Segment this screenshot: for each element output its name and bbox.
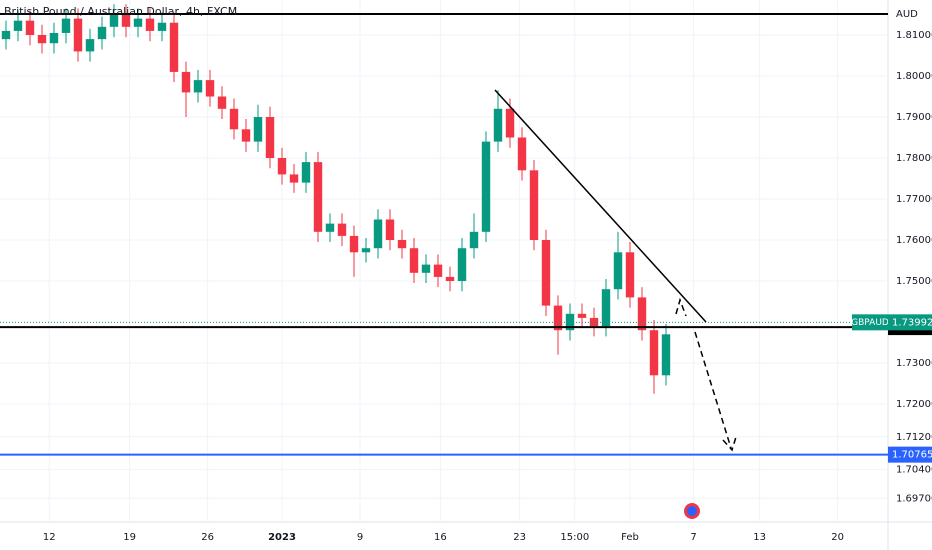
price-tag: [888, 446, 932, 463]
candle-body: [373, 219, 383, 249]
currency-label: AUD: [896, 9, 918, 20]
candle-body: [613, 252, 623, 290]
candle-body: [133, 18, 143, 27]
candle-body: [601, 289, 611, 327]
y-tick-label: 1.80000: [896, 71, 932, 82]
candle-body: [433, 264, 443, 277]
candle-body: [169, 22, 179, 72]
candle-body: [493, 108, 503, 142]
x-tick-label: 20: [831, 532, 844, 543]
x-tick-label: 19: [123, 532, 136, 543]
x-tick-label: 12: [43, 532, 56, 543]
projection-arrow: [675, 297, 737, 452]
candle-body: [181, 71, 191, 93]
y-tick-label: 1.76000: [896, 235, 932, 246]
candle-body: [385, 219, 395, 241]
candle-body: [517, 137, 527, 171]
x-tick-label: 26: [201, 532, 214, 543]
candle-body: [553, 305, 563, 331]
candle-body: [529, 170, 539, 241]
candle-body: [193, 80, 203, 93]
candle-body: [241, 129, 251, 142]
candle-body: [505, 108, 515, 138]
candle-body: [217, 96, 227, 109]
candle-body: [469, 231, 479, 249]
chart-title: British Pound / Australian Dollar, 4h, F…: [4, 5, 237, 18]
candle-body: [205, 80, 215, 97]
symbol-tag: [852, 314, 888, 331]
candle-body: [157, 22, 167, 31]
candle-body: [577, 313, 587, 318]
x-tick-label: 15:00: [560, 532, 589, 543]
x-tick-label: 9: [357, 532, 363, 543]
y-tick-label: 1.75000: [896, 276, 932, 287]
x-tick-label: Feb: [621, 532, 639, 543]
candle-body: [253, 117, 263, 142]
candle-body: [97, 26, 107, 40]
y-tick-label: 1.72000: [896, 399, 932, 410]
candle-body: [121, 14, 131, 27]
candle-body: [409, 248, 419, 273]
candle-body: [61, 18, 71, 33]
candle-body: [289, 174, 299, 183]
candle-body: [397, 240, 407, 249]
x-tick-label: 13: [753, 532, 766, 543]
y-tick-label: 1.81000: [896, 30, 932, 41]
candle-body: [661, 334, 671, 376]
candle-body: [625, 252, 635, 298]
candle-body: [265, 117, 275, 159]
candle-body: [361, 248, 371, 253]
candle-body: [313, 162, 323, 232]
y-tick-label: 1.78000: [896, 153, 932, 164]
y-tick-label: 1.73000: [896, 358, 932, 369]
plot-area: [0, 0, 888, 522]
candle-body: [349, 235, 359, 253]
event-icon-inner: [687, 506, 697, 516]
y-tick-label: 1.79000: [896, 112, 932, 123]
candle-body: [229, 108, 239, 130]
candle-body: [13, 20, 23, 31]
candle-body: [85, 39, 95, 52]
x-tick-label: 2023: [268, 532, 296, 543]
x-tick-label: 16: [434, 532, 447, 543]
candle-body: [337, 223, 347, 236]
candle-body: [49, 32, 59, 44]
candle-body: [637, 297, 647, 331]
candle-body: [649, 330, 659, 376]
candle-body: [481, 141, 491, 232]
candle-body: [457, 248, 467, 282]
y-tick-label: 1.77000: [896, 194, 932, 205]
candle-body: [445, 276, 455, 282]
candle-body: [421, 264, 431, 273]
candle-body: [25, 20, 35, 36]
candle-body: [325, 223, 335, 232]
x-tick-label: 23: [513, 532, 526, 543]
candle-body: [109, 14, 119, 27]
symbol-label: GBPAUD: [851, 318, 889, 328]
price-tag-label: 1.70765: [892, 450, 932, 461]
candle-body: [301, 162, 311, 183]
x-tick-label: 7: [690, 532, 696, 543]
y-tick-label: 1.71200: [896, 432, 932, 443]
candle-body: [73, 18, 83, 52]
candle-body: [277, 158, 287, 175]
trend-line: [494, 89, 707, 323]
price-tag: [888, 314, 932, 331]
y-tick-label: 1.69700: [896, 493, 932, 504]
current-price-label: 1.73992: [892, 317, 932, 328]
candle-body: [1, 30, 11, 40]
y-tick-label: 1.70400: [896, 465, 932, 476]
candle-body: [37, 35, 47, 44]
candle-body: [145, 18, 155, 31]
candle-body: [541, 240, 551, 306]
